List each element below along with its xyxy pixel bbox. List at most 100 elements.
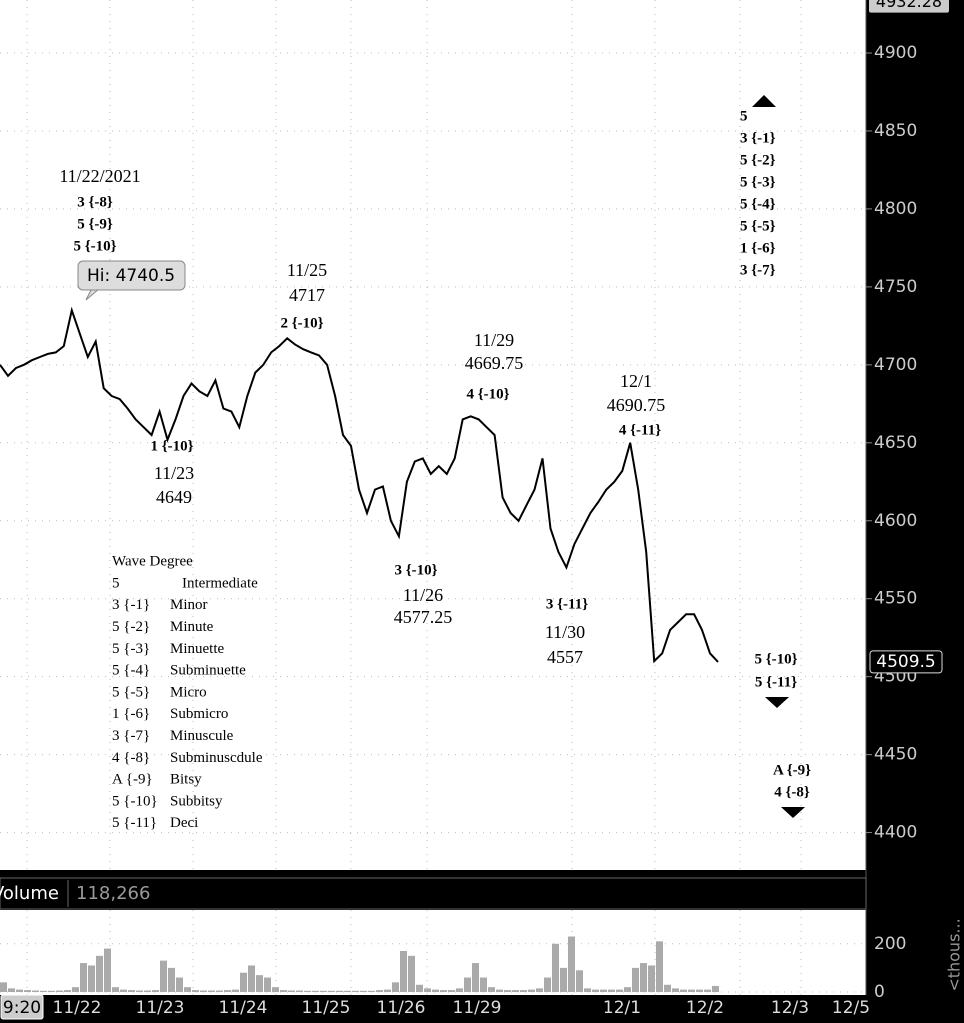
annotation: 11/22/2021 [59, 166, 140, 186]
volume-bar [456, 988, 463, 992]
table-code: 5 {-11} [112, 815, 157, 831]
volume-bar [600, 989, 607, 992]
volume-bar [688, 989, 695, 992]
annotation: 3 {-8} [77, 194, 113, 210]
x-tick-label: 11/25 [302, 998, 351, 1018]
annotation: 5 {-9} [77, 216, 113, 232]
volume-bar [432, 989, 439, 992]
x-tick-label: 12/5 [832, 998, 870, 1018]
volume-bar [240, 972, 247, 992]
volume-bar [576, 970, 583, 992]
volume-bar [664, 984, 671, 992]
volume-bar [40, 990, 47, 992]
volume-bar [56, 990, 63, 992]
volume-bar [344, 990, 351, 992]
annotation: 5 {-11} [755, 674, 797, 690]
x-tick-label: 11/22 [53, 998, 102, 1018]
volume-bar [552, 943, 559, 992]
table-code: 5 {-4} [112, 663, 150, 679]
arrow-down [781, 807, 805, 818]
volume-bar [128, 990, 135, 992]
volume-bar [416, 984, 423, 992]
volume-bar [0, 982, 7, 992]
volume-bar [32, 990, 39, 992]
table-code: 5 [112, 575, 120, 591]
table-name: Minuscule [170, 728, 234, 744]
volume-bar [536, 988, 543, 992]
arrow-up [752, 95, 776, 107]
volume-bar [320, 990, 327, 992]
y-tick-label: 4800 [874, 199, 917, 219]
volume-bar [584, 988, 591, 992]
volume-bar [256, 975, 263, 992]
annotation: 1 {-6} [740, 240, 776, 256]
cursor-time: 9:20 [3, 998, 41, 1018]
annotation: 5 {-10} [73, 238, 116, 254]
annotation: 4 {-8} [774, 784, 810, 800]
annotation: 5 [740, 108, 748, 124]
volume-bar [136, 990, 143, 992]
volume-total: 118,266 [76, 883, 150, 904]
volume-bar [96, 955, 103, 992]
y-tick-label: 4600 [874, 511, 917, 531]
x-tick-label: 11/26 [377, 998, 426, 1018]
volume-bar [496, 989, 503, 992]
volume-bar [24, 990, 31, 992]
volume-bar [48, 990, 55, 992]
volume-bar [384, 989, 391, 992]
annotation: 11/30 [545, 622, 585, 642]
volume-bar [680, 989, 687, 992]
cursor-box [0, 994, 44, 1020]
y-tick-label: 4450 [874, 745, 917, 765]
annotation: 3 {-1} [740, 130, 776, 146]
y-tick-label: 200 [874, 934, 906, 954]
volume-bar [568, 936, 575, 992]
table-name: Deci [170, 815, 198, 831]
volume-bar [672, 988, 679, 992]
volume-bar [480, 977, 487, 992]
volume-bar [104, 948, 111, 992]
volume-bar [448, 990, 455, 992]
volume-bar [544, 977, 551, 992]
volume-bar [88, 965, 95, 992]
volume-bar [152, 990, 159, 992]
volume-bar [408, 955, 415, 992]
table-name: Minute [170, 619, 214, 635]
x-tick-label: 11/24 [219, 998, 268, 1018]
volume-bar [704, 989, 711, 992]
volume-bar [352, 990, 359, 992]
annotation: 1 {-10} [150, 438, 193, 454]
x-tick-label: 11/23 [136, 998, 185, 1018]
volume-bar [304, 990, 311, 992]
volume-bar [168, 967, 175, 992]
volume-bar [80, 963, 87, 992]
volume-bar [216, 990, 223, 992]
volume-bar [64, 990, 71, 992]
volume-bar [616, 989, 623, 992]
volume-bar [376, 990, 383, 992]
volume-bar [288, 990, 295, 992]
price-marker [869, 0, 949, 13]
annotation: 11/25 [287, 260, 327, 280]
y-tick-label: 0 [874, 982, 885, 1002]
arrow-down [765, 697, 789, 708]
volume-bar [176, 977, 183, 992]
volume-bar [360, 990, 367, 992]
volume-bar [272, 987, 279, 992]
annotation: 12/1 [620, 371, 652, 391]
volume-bar [368, 990, 375, 992]
table-name: Subminuscdule [170, 750, 263, 766]
volume-bar [232, 989, 239, 992]
table-code: A {-9} [112, 772, 153, 788]
y-tick-label: 4900 [874, 43, 917, 63]
annotation: 4717 [289, 285, 325, 305]
top-price: 4932.28 [876, 0, 942, 11]
table-code: 1 {-6} [112, 706, 150, 722]
price-panel [0, 0, 866, 870]
volume-bar [328, 990, 335, 992]
table-code: 4 {-8} [112, 750, 150, 766]
volume-bar [424, 988, 431, 992]
table-name: Submicro [170, 706, 228, 722]
volume-bar [112, 987, 119, 992]
